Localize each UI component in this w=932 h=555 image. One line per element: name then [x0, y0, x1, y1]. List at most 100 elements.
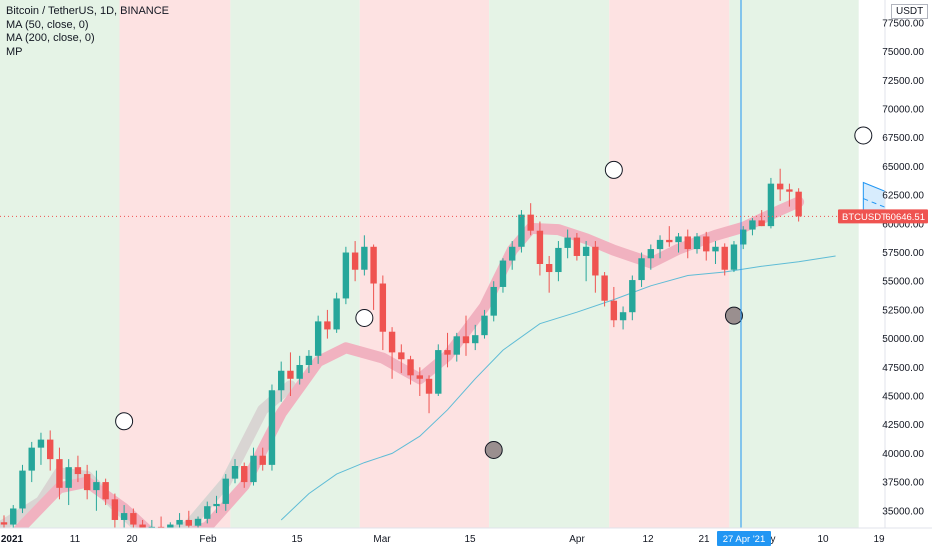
candle-body — [453, 336, 460, 355]
top-marker-circle — [115, 412, 134, 431]
candle-body — [28, 447, 35, 471]
candle-body — [351, 252, 359, 270]
candle-body — [222, 478, 229, 504]
candle-body — [130, 513, 137, 525]
price-tick-label: 45000.00 — [882, 392, 924, 403]
candle-body — [388, 331, 396, 353]
candle-body — [730, 244, 738, 270]
candle-body — [767, 183, 775, 227]
top-marker-circle — [604, 160, 623, 179]
candle-body — [407, 359, 414, 376]
legend-mp: MP — [6, 45, 23, 58]
time-tick-label: Apr — [569, 534, 585, 545]
candle-body — [278, 370, 285, 391]
candle-body — [213, 503, 220, 507]
candle-body — [111, 499, 119, 520]
candle-body — [472, 335, 479, 344]
candle-body — [740, 229, 747, 245]
candle-body — [462, 336, 470, 344]
time-tick-label: 20 — [126, 534, 138, 545]
candle-body — [296, 365, 303, 379]
candle-body — [259, 455, 266, 465]
session-band — [359, 0, 490, 528]
price-axis-bg — [885, 0, 932, 550]
time-tick-label: 10 — [817, 534, 829, 545]
candle-body — [712, 246, 719, 252]
bottom-marker-circle — [724, 306, 743, 325]
price-tick-label: 40000.00 — [882, 449, 924, 460]
candle-body — [10, 508, 17, 525]
candle-body — [65, 467, 72, 488]
candle-body — [536, 230, 544, 264]
price-tick-label: 60000.00 — [882, 219, 924, 230]
candle-body — [499, 260, 507, 287]
candle-body — [619, 312, 627, 321]
candle-body — [56, 459, 63, 488]
legend-title: Bitcoin / TetherUS, 1D, BINANCE — [6, 5, 170, 17]
candle-body — [564, 237, 571, 248]
candle-body — [786, 189, 793, 192]
price-tick-label: 62500.00 — [882, 191, 924, 202]
time-tick-label: 2021 — [1, 534, 24, 545]
currency-unit-badge[interactable]: USDT — [891, 4, 929, 19]
date-badge — [717, 531, 771, 546]
candle-body — [47, 439, 54, 460]
candle-body — [379, 283, 387, 332]
candle-body — [684, 236, 691, 250]
legend-ma50: MA (50, close, 0) — [6, 18, 89, 31]
price-badge — [838, 209, 928, 224]
price-tick-label: 37500.00 — [882, 478, 924, 489]
candle-body — [287, 370, 294, 379]
time-tick-label: 21 — [698, 534, 710, 545]
candle-body — [675, 236, 682, 243]
candle-body — [0, 522, 8, 525]
candle-body — [93, 482, 100, 491]
ma200-line — [280, 255, 836, 521]
candle-body — [656, 239, 664, 250]
session-band — [119, 0, 231, 528]
candle-body — [573, 237, 581, 256]
time-tick-label: 11 — [70, 534, 81, 545]
channel-midline — [863, 198, 932, 227]
candle-body — [582, 246, 590, 256]
candle-body — [490, 286, 497, 316]
candle-body — [361, 246, 368, 270]
chart-legend: Bitcoin / TetherUS, 1D, BINANCE MA (50, … — [6, 5, 169, 59]
bottom-marker-circle — [484, 440, 503, 459]
candle-body — [592, 246, 599, 276]
price-tick-label: 70000.00 — [882, 105, 924, 116]
candle-body — [204, 506, 211, 519]
candle-body — [638, 258, 645, 281]
candle-body — [37, 439, 45, 448]
candle-body — [176, 519, 183, 525]
candle-body — [250, 455, 257, 483]
price-tick-label: 50000.00 — [882, 334, 924, 345]
candle-body — [241, 466, 248, 483]
time-tick-label: 15 — [291, 534, 303, 545]
candle-body — [545, 264, 553, 273]
candle-body — [435, 350, 442, 394]
time-tick-label: 12 — [642, 534, 654, 545]
candle-body — [83, 474, 91, 491]
candle-body — [398, 352, 405, 360]
price-badge-symbol: BTCUSDT — [842, 212, 887, 223]
candle-body — [481, 315, 488, 336]
top-marker-circle — [854, 126, 873, 145]
session-band — [0, 0, 120, 528]
candle-body — [268, 390, 276, 465]
time-tick-label: 15 — [464, 534, 476, 545]
price-tick-label: 67500.00 — [882, 133, 924, 144]
candle-body — [749, 220, 756, 230]
price-tick-label: 55000.00 — [882, 277, 924, 288]
price-tick-label: 42500.00 — [882, 420, 924, 431]
session-band — [230, 0, 360, 528]
session-band — [609, 0, 730, 528]
candle-body — [102, 482, 109, 500]
time-tick-label: Feb — [199, 534, 217, 545]
candle-body — [721, 246, 728, 270]
price-tick-label: 52500.00 — [882, 305, 924, 316]
candle-body — [509, 246, 516, 261]
price-tick-label: 47500.00 — [882, 363, 924, 374]
